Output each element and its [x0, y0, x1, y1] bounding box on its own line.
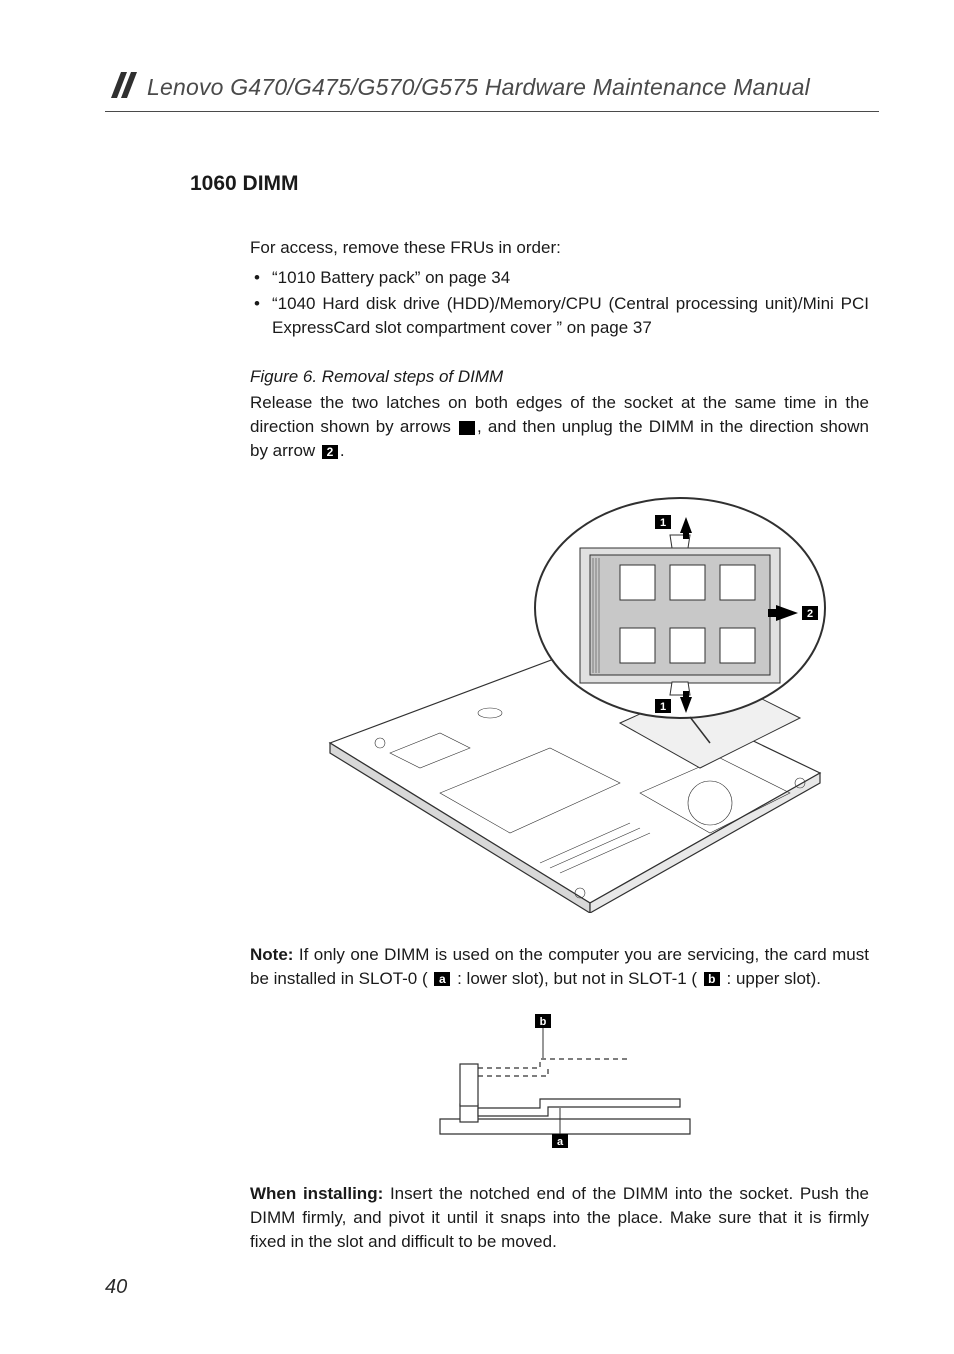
list-item: “1040 Hard disk drive (HDD)/Memory/CPU (… [250, 292, 869, 340]
removal-diagram: 1 1 2 [250, 493, 869, 913]
svg-text:1: 1 [659, 701, 665, 713]
figure-desc-part3: . [340, 441, 345, 460]
install-block: When installing: Insert the notched end … [250, 1182, 869, 1253]
section-title: 1060 DIMM [190, 172, 879, 196]
note-part2: : lower slot), but not in SLOT-1 ( [452, 969, 701, 988]
install-label: When installing: [250, 1184, 383, 1203]
figure-caption: Figure 6. Removal steps of DIMM [250, 367, 869, 387]
list-item: “1010 Battery pack” on page 34 [250, 266, 869, 290]
header-slash-icon [105, 70, 137, 105]
svg-text:b: b [539, 1016, 546, 1028]
header-title: Lenovo G470/G475/G570/G575 Hardware Main… [147, 74, 810, 101]
page-container: Lenovo G470/G475/G570/G575 Hardware Main… [0, 0, 954, 1254]
marker-1-icon [459, 421, 475, 435]
svg-text:a: a [556, 1136, 563, 1148]
figure-description: Release the two latches on both edges of… [250, 391, 869, 462]
marker-2-icon: 2 [322, 445, 338, 459]
svg-text:1: 1 [659, 517, 665, 529]
content-area: For access, remove these FRUs in order: … [250, 238, 869, 1254]
fru-list: “1010 Battery pack” on page 34 “1040 Har… [250, 266, 869, 339]
marker-b-icon: b [704, 972, 720, 986]
note-label: Note: [250, 945, 293, 964]
intro-text: For access, remove these FRUs in order: [250, 238, 869, 258]
slot-diagram: b a [250, 1004, 869, 1154]
note-part3: : upper slot). [722, 969, 821, 988]
marker-a-icon: a [434, 972, 450, 986]
svg-text:2: 2 [806, 608, 812, 620]
page-header: Lenovo G470/G475/G570/G575 Hardware Main… [105, 70, 879, 112]
page-number: 40 [105, 1276, 127, 1299]
note-block: Note: If only one DIMM is used on the co… [250, 943, 869, 991]
